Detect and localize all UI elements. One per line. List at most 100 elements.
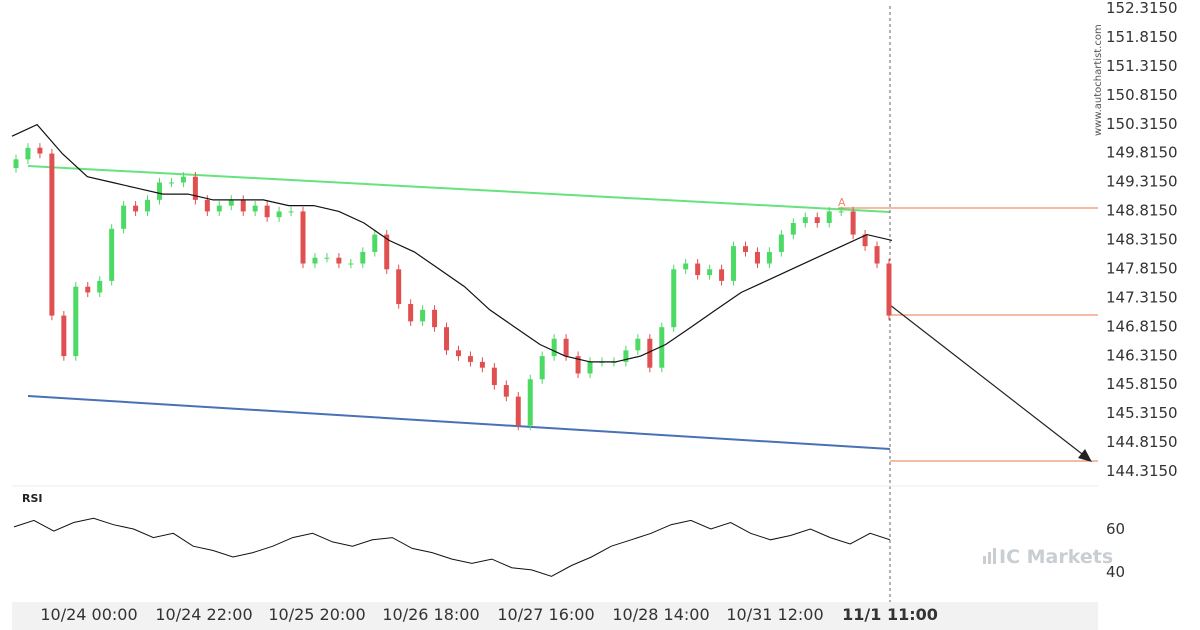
price-tick-label: 146.3150 (1106, 346, 1178, 364)
candle-down (874, 246, 880, 264)
candle-up (276, 211, 282, 218)
candle-down (204, 199, 210, 212)
price-tick-label: 147.3150 (1106, 288, 1178, 306)
candle-up (635, 338, 641, 351)
candle-down (563, 338, 569, 357)
upper-trendline (27, 165, 891, 213)
candle-down (575, 356, 581, 374)
candle-up (180, 176, 186, 183)
price-tick-label: 147.8150 (1106, 259, 1178, 277)
forecast-arrow (889, 304, 1092, 462)
price-tick-label: 150.8150 (1106, 86, 1178, 104)
candle-down (479, 361, 485, 368)
candle-down (719, 269, 725, 281)
candle-up (168, 182, 174, 184)
candle-down (384, 234, 390, 270)
candle-down (862, 234, 868, 247)
x-axis-band (12, 602, 1098, 630)
price-tick-label: 148.3150 (1106, 231, 1178, 249)
candle-up (659, 327, 665, 368)
rsi-tick-40: 40 (1106, 563, 1125, 581)
candle-down (396, 269, 402, 305)
x-tick-label: 10/27 16:00 (497, 605, 594, 624)
x-tick-label: 10/26 18:00 (382, 605, 479, 624)
rsi-tick-60: 60 (1106, 520, 1125, 538)
candle-down (240, 199, 246, 212)
moving-average-line (11, 123, 893, 363)
price-tick-label: 149.3150 (1106, 173, 1178, 191)
rsi-line (13, 517, 891, 577)
price-tick-label: 144.3150 (1106, 462, 1178, 480)
candle-down (455, 350, 461, 357)
candle-up (838, 211, 844, 213)
brand-logo-bar-3 (993, 548, 996, 564)
candle-up (826, 211, 832, 224)
candle-down (467, 356, 473, 362)
candle-up (766, 251, 772, 264)
candle-up (13, 159, 19, 169)
candle-down (754, 251, 760, 264)
candle-up (671, 269, 677, 328)
candle-up (157, 182, 163, 200)
candle-up (778, 234, 784, 252)
candle-up (228, 199, 234, 206)
x-tick-label: 10/31 12:00 (726, 605, 823, 624)
candle-down (192, 176, 198, 200)
candle-down (49, 153, 55, 316)
candle-down (336, 257, 342, 264)
candle-down (886, 263, 892, 316)
brand-logo: IC Markets (983, 546, 1113, 568)
price-tick-label: 151.8150 (1106, 28, 1178, 46)
x-axis: 10/24 00:00 10/24 22:00 10/25 20:00 10/26 1… (40, 605, 938, 624)
price-tick-label: 146.8150 (1106, 317, 1178, 335)
candle-up (790, 223, 796, 235)
candle-up (420, 309, 426, 322)
x-tick-label: 10/25 20:00 (268, 605, 365, 624)
candle-down (85, 286, 91, 293)
brand-logo-bar-1 (983, 556, 986, 564)
price-tick-label: 145.3150 (1106, 404, 1178, 422)
brand-logo-bar-2 (988, 552, 991, 564)
candle-up (288, 211, 294, 213)
price-tick-label: 145.8150 (1106, 375, 1178, 393)
candle-up (623, 350, 629, 362)
forecast-arrowhead (1078, 449, 1092, 462)
x-tick-label: 10/24 00:00 (40, 605, 137, 624)
price-tick-label: 151.3150 (1106, 57, 1178, 75)
moving-average (11, 123, 893, 363)
candle-down (814, 217, 820, 224)
candle-up (25, 147, 31, 160)
candle-down (503, 385, 509, 397)
candle-up (324, 257, 330, 259)
candle-down (408, 304, 414, 322)
x-tick-label: 10/28 14:00 (612, 605, 709, 624)
candle-up (312, 257, 318, 264)
candle-down (647, 338, 653, 368)
breakout-marker: A (838, 196, 846, 209)
candle-up (97, 280, 103, 293)
candle-down (264, 205, 270, 218)
candle-down (444, 327, 450, 351)
candle-down (37, 147, 43, 154)
candle-up (121, 205, 127, 229)
candle-up (360, 251, 366, 264)
candle-down (742, 246, 748, 252)
brand-name: IC Markets (999, 546, 1113, 568)
candle-up (707, 269, 713, 276)
x-tick-label: 10/24 22:00 (155, 605, 252, 624)
candle-up (252, 205, 258, 212)
pattern-lines: A (27, 6, 1098, 602)
candle-up (587, 361, 593, 374)
price-tick-label: 150.3150 (1106, 115, 1178, 133)
price-tick-label: 149.8150 (1106, 144, 1178, 162)
price-axis: 152.3150 151.8150 151.3150 150.8150 150.3150… (1106, 0, 1178, 480)
x-tick-label: 11/1 11:00 (842, 605, 938, 624)
candle-up (551, 338, 557, 357)
candle-down (133, 205, 139, 212)
candle-up (802, 217, 808, 224)
candle-up (372, 234, 378, 252)
candle-down (491, 367, 497, 386)
candle-down (61, 315, 67, 357)
candle-up (216, 205, 222, 212)
candle-down (695, 263, 701, 276)
